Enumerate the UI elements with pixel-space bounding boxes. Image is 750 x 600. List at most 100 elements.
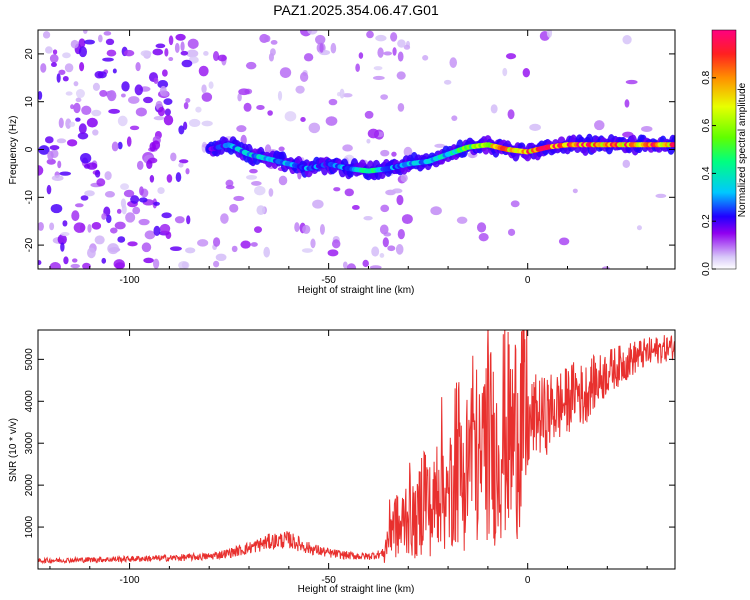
snr-x-tick-label: -50 — [321, 575, 336, 586]
spectrogram-noise-blob — [383, 51, 393, 56]
spectrogram-noise-blob — [641, 125, 653, 133]
spectrogram-noise-blob — [558, 237, 570, 246]
spectrogram-noise-blob — [217, 54, 227, 62]
snr-y-tick-label: 1000 — [24, 516, 35, 539]
spectrogram-noise-blob — [456, 216, 468, 224]
spectrogram-noise-blob — [106, 49, 117, 57]
spectrogram-noise-blob — [295, 85, 305, 94]
spectrogram-noise-blob — [344, 188, 354, 197]
spectrogram-noise-blob — [397, 228, 405, 240]
spectrogram-noise-blob — [117, 236, 126, 243]
spectrogram-noise-blob — [268, 188, 274, 197]
spectrogram-noise-blob — [245, 61, 257, 70]
spectrogram-noise-blob — [342, 144, 353, 152]
spectrogram-noise-blob — [105, 214, 112, 224]
spectrogram-noise-blob — [138, 197, 148, 203]
spectrogram-noise-blob — [451, 115, 458, 121]
snr-y-axis-label: SNR (10 * v/v) — [8, 418, 19, 482]
spectrogram-noise-blob — [78, 123, 87, 134]
spectrogram-noise-blob — [121, 81, 130, 92]
spectrogram-noise-blob — [70, 263, 80, 269]
spectrogram-noise-blob — [339, 88, 345, 99]
spectrogram-noise-blob — [126, 136, 132, 147]
spectrogram-noise-blob — [105, 38, 115, 45]
spectrogram-noise-blob — [60, 242, 65, 252]
snr-y-tick-label: 4000 — [24, 390, 35, 413]
spectrogram-noise-blob — [380, 149, 390, 157]
spectrogram-noise-blob — [212, 237, 221, 247]
spectrogram-noise-blob — [371, 246, 380, 257]
spectrogram-noise-blob — [396, 71, 406, 80]
spectrogram-noise-blob — [70, 104, 75, 110]
spectrogram-noise-blob — [163, 98, 173, 106]
spectrogram-noise-blob — [161, 91, 169, 97]
spectrogram-noise-blob — [529, 123, 541, 131]
spectrogram-noise-blob — [49, 222, 55, 231]
spectrogram-noise-blob — [342, 261, 348, 269]
spectrogram-noise-blob — [138, 218, 150, 226]
spectrogram-noise-blob — [101, 257, 107, 264]
spectrogram-noise-blob — [92, 129, 99, 136]
spectrogram-noise-blob — [157, 106, 166, 117]
spectrogram-noise-blob — [331, 239, 341, 249]
spectrogram-noise-blob — [201, 92, 213, 102]
colorbar-tick-label: 0.4 — [701, 166, 712, 180]
spectrogram-noise-blob — [161, 212, 172, 219]
spectrogram-noise-blob — [490, 104, 498, 114]
spectrogram-noise-blob — [264, 144, 272, 155]
spectrogram-noise-blob — [178, 261, 190, 269]
spectrogram-noise-blob — [64, 63, 74, 73]
spectrogram-noise-blob — [116, 208, 122, 214]
colorbar-tick-label: 0.6 — [701, 118, 712, 132]
spectrogram-noise-blob — [66, 139, 78, 147]
spectrogram-noise-blob — [141, 242, 152, 253]
spectrogram-noise-blob — [162, 69, 168, 77]
spectrogram-noise-blob — [312, 199, 324, 209]
spectrogram-noise-blob — [134, 84, 143, 96]
spectrogram-noise-blob — [183, 102, 189, 110]
spectrogram-noise-blob — [301, 248, 314, 253]
spectrogram-noise-blob — [96, 178, 106, 187]
spectrogram-noise-blob — [130, 195, 140, 204]
spectrogram-noise-blob — [203, 51, 209, 56]
spectrogram-y-axis-label: Frequency (Hz) — [8, 116, 19, 185]
spectrogram-noise-blob — [186, 49, 199, 58]
spectrogram-noise-blob — [132, 206, 141, 215]
spectrogram-noise-blob — [117, 115, 128, 127]
spectrogram-noise-blob — [367, 128, 380, 139]
spectrogram-noise-blob — [72, 258, 78, 263]
spectrogram-noise-blob — [327, 249, 339, 257]
spectrogram-noise-blob — [47, 150, 54, 161]
spectrogram-noise-blob — [153, 77, 159, 84]
spectrogram-noise-blob — [174, 216, 185, 224]
spectrogram-x-ticks: -100 -50 0 — [49, 30, 648, 286]
spectrogram-noise-blob — [303, 53, 314, 62]
spectrogram-noise-blob — [401, 214, 413, 225]
spectrogram-noise-blob — [449, 57, 458, 69]
spectrogram-noise-blob — [98, 34, 103, 43]
spectrogram-noise-blob — [277, 90, 283, 101]
spectrogram-noise-blob — [69, 121, 76, 127]
spectrogram-noise-blob — [392, 47, 397, 56]
spectrogram-noise-blob — [77, 132, 89, 140]
spectrogram-noise-blob — [546, 30, 553, 38]
spectrogram-noise-blob — [80, 195, 89, 201]
spectrogram-noise-blob — [308, 122, 321, 134]
spectrogram-noise-blob — [75, 89, 85, 99]
spectrogram-noise-blob — [278, 146, 285, 152]
spectrogram-noise-blob — [111, 141, 119, 152]
spectrogram-noise-blob — [84, 39, 95, 45]
spectrogram-x-tick-label: -100 — [120, 275, 140, 286]
snr-y-tick-label: 2000 — [24, 474, 35, 497]
spectrogram-noise-blob — [397, 51, 404, 62]
spectrogram-noise-blob — [101, 213, 107, 220]
spectrogram-noise-blob — [250, 242, 258, 247]
spectrogram-noise-blob — [400, 174, 408, 183]
spectrogram-y-tick-label: 10 — [24, 96, 35, 108]
spectrogram-noise-blob — [159, 223, 171, 234]
spectrogram-noise-blob — [178, 125, 185, 135]
spectrogram-noise-blob — [87, 247, 96, 259]
spectrogram-noise-blob — [185, 98, 191, 103]
spectrogram-noise-blob — [178, 162, 184, 168]
spectrogram-noise-blob — [208, 81, 214, 89]
